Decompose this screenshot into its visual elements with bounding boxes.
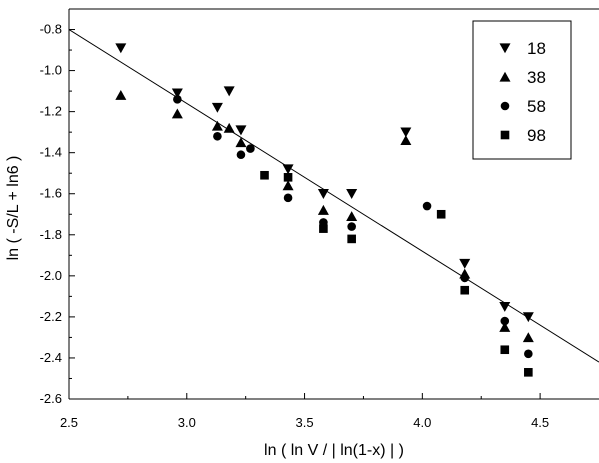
data-point-38 xyxy=(282,180,294,191)
data-point-18 xyxy=(235,125,247,136)
data-point-98 xyxy=(319,224,328,233)
data-point-98 xyxy=(260,170,269,180)
data-point-98 xyxy=(524,368,533,377)
fit-line-layer xyxy=(69,29,599,363)
data-point-18 xyxy=(171,88,183,99)
x-axis-title: ln ( ln V / | ln(1-x) | ) xyxy=(264,442,404,459)
data-point-98 xyxy=(283,173,293,182)
plot-area xyxy=(68,8,599,400)
y-tick-label: -1.4 xyxy=(40,145,62,160)
data-point-38 xyxy=(499,321,511,332)
y-tick-label: -1.0 xyxy=(40,63,62,78)
x-tick-label: 3.0 xyxy=(178,415,196,430)
x-tick-label: 2.5 xyxy=(60,415,78,430)
data-point-38 xyxy=(400,135,412,146)
legend-label-38: 38 xyxy=(527,68,546,87)
x-tick-label: 4.5 xyxy=(531,415,549,430)
legend: 18 38 58 98 xyxy=(472,20,572,160)
y-axis-title: ln ( -S/L + ln6 ) xyxy=(5,156,22,261)
y-tick-label: -1.8 xyxy=(40,227,62,242)
data-point-58 xyxy=(283,193,293,203)
data-point-18 xyxy=(317,189,329,199)
data-point-58 xyxy=(246,144,255,153)
data-point-98 xyxy=(347,234,356,244)
legend-label-58: 58 xyxy=(527,97,546,116)
y-tick-label: -1.2 xyxy=(40,104,62,119)
data-point-18 xyxy=(223,86,235,97)
data-point-38 xyxy=(223,122,235,133)
data-point-98 xyxy=(500,345,510,355)
x-tick-label: 4.0 xyxy=(413,415,431,430)
y-tick-label: -2.6 xyxy=(40,391,62,406)
data-point-18 xyxy=(211,102,223,113)
data-point-18 xyxy=(459,258,471,269)
legend-marker-38 xyxy=(499,71,511,82)
data-point-58 xyxy=(236,150,246,160)
data-point-38 xyxy=(522,332,534,343)
data-point-58 xyxy=(460,273,470,283)
legend-marker-18 xyxy=(499,43,511,54)
data-point-58 xyxy=(347,222,356,231)
data-point-38 xyxy=(235,137,247,148)
data-point-58 xyxy=(524,349,533,359)
data-point-18 xyxy=(499,301,511,312)
y-tick-label: -2.4 xyxy=(40,350,62,365)
y-axis: -2.6 -2.4 -2.2 -2.0 -1.8 -1.6 -1.4 -1.2 -1.0 -0.8 xyxy=(40,8,75,406)
data-point-38 xyxy=(211,120,223,131)
data-points xyxy=(115,43,534,377)
y-tick-label: -2.2 xyxy=(40,309,62,324)
y-tick-label: -0.8 xyxy=(40,22,62,37)
data-point-38 xyxy=(317,204,329,215)
data-point-18 xyxy=(282,164,294,175)
data-point-98 xyxy=(436,209,446,219)
y-tick-label: -2.0 xyxy=(40,268,62,283)
data-point-58 xyxy=(500,316,510,326)
y-tick-label: -1.6 xyxy=(40,186,62,201)
legend-label-18: 18 xyxy=(527,39,546,58)
data-point-98 xyxy=(460,285,470,295)
data-point-18 xyxy=(346,189,358,199)
data-point-38 xyxy=(115,89,127,100)
legend-marker-58 xyxy=(500,101,510,111)
data-point-18 xyxy=(115,43,127,54)
legend-label-98: 98 xyxy=(527,126,546,145)
x-tick-label: 3.5 xyxy=(296,415,314,430)
data-point-38 xyxy=(346,211,358,221)
data-point-58 xyxy=(213,131,222,141)
data-point-18 xyxy=(400,127,412,138)
data-point-38 xyxy=(171,108,183,119)
x-axis: 2.5 3.0 3.5 4.0 4.5 xyxy=(60,393,549,430)
legend-marker-98 xyxy=(500,130,510,140)
data-point-58 xyxy=(422,201,432,211)
data-point-18 xyxy=(522,312,534,323)
data-point-58 xyxy=(173,95,182,104)
fit-line xyxy=(69,29,599,363)
legend-box xyxy=(472,20,572,160)
